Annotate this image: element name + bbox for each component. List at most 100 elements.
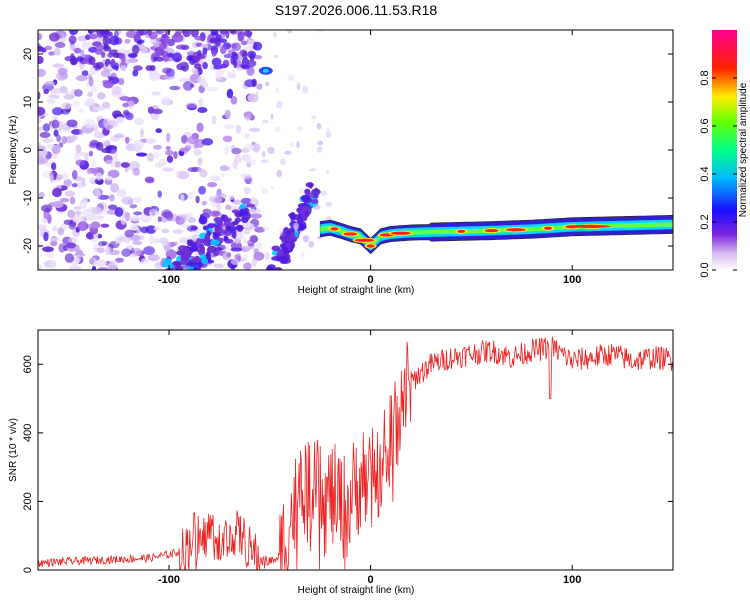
spectrogram-ytick-label: 10: [22, 96, 34, 108]
spectrogram-cell: [230, 55, 236, 65]
spectrogram-cell: [277, 248, 284, 256]
spectrogram-cell: [148, 208, 158, 216]
spectrogram-xtick-label: 100: [563, 274, 581, 286]
spectrogram-cell: [190, 30, 199, 38]
spectrogram-cell: [53, 94, 60, 100]
spectrogram-cell: [172, 52, 183, 63]
spectrogram-cell: [114, 207, 124, 217]
spectrogram-cell: [215, 193, 227, 200]
spectrogram-cell: [145, 138, 157, 144]
spectrogram-cell: [140, 226, 149, 234]
spectrogram-cell: [38, 126, 43, 132]
spectrogram-cell: [280, 257, 289, 263]
spectrogram-cell: [206, 86, 219, 92]
spectrogram-cell: [140, 258, 149, 265]
spectrogram-hotspot-long: [566, 224, 611, 228]
spectrogram-cell: [274, 126, 281, 132]
snr-xlabel: Height of straight line (km): [298, 585, 415, 596]
spectrogram-cell: [220, 173, 225, 178]
spectrogram-cell: [122, 102, 129, 108]
spectrogram-cell: [42, 137, 54, 144]
spectrogram-cell: [52, 187, 62, 198]
spectrogram-cell: [38, 149, 48, 157]
spectrogram-cell: [246, 212, 251, 220]
spectrogram-cell: [64, 253, 75, 263]
spectrogram-cell: [316, 122, 322, 130]
spectrogram-cell: [88, 76, 94, 87]
spectrogram-cell: [140, 213, 152, 223]
spectrogram-cell: [165, 212, 174, 222]
spectrogram-cell: [192, 256, 201, 264]
spectrogram-xtick-label: 0: [368, 274, 374, 286]
spectrogram-cell: [229, 30, 236, 34]
spectrogram-cell: [232, 199, 242, 205]
spectrogram-cell: [311, 199, 319, 204]
colorbar-tick-label: 0.0: [699, 262, 711, 277]
spectrogram-ytick-label: -20: [22, 238, 34, 254]
spectrogram-cell: [95, 61, 104, 69]
spectrogram-cell: [90, 84, 97, 93]
spectrogram-cell: [102, 45, 112, 52]
spectrogram-cell: [133, 65, 143, 71]
spectrogram-cell: [211, 115, 217, 125]
spectrogram-cell: [208, 246, 215, 253]
spectrogram-xlabel: Height of straight line (km): [298, 285, 415, 296]
spectrogram-cell: [40, 204, 53, 213]
spectrogram-cell: [213, 217, 222, 223]
spectrogram-cell: [129, 204, 138, 209]
spectrogram-cell: [163, 244, 170, 252]
spectrogram-cell: [76, 254, 81, 263]
spectrogram-cell: [53, 47, 61, 56]
spectrogram-cell: [231, 209, 240, 214]
spectrogram-cell: [139, 128, 144, 138]
spectrogram-cell: [316, 30, 323, 33]
spectrogram-cell: [182, 251, 192, 259]
spectrogram-hotspot-core: [544, 226, 553, 230]
spectrogram-cell: [155, 128, 163, 134]
colorbar-tick-label: 0.4: [699, 166, 711, 181]
spectrogram-cell: [196, 122, 204, 133]
spectrogram-cell: [226, 252, 232, 258]
spectrogram-cell: [276, 100, 283, 109]
spectrogram-cell: [270, 113, 274, 120]
spectrogram-cell: [48, 32, 60, 42]
spectrogram-cell: [197, 107, 208, 113]
spectrogram-cell: [226, 88, 234, 99]
spectrogram-cell: [238, 210, 249, 217]
spectrogram-cell: [42, 170, 54, 179]
spectrogram-cell: [187, 212, 193, 218]
spectrogram-cell: [43, 231, 49, 242]
spectrogram-cell: [325, 201, 333, 207]
spectrogram-cell: [88, 56, 96, 65]
spectrogram-cell: [325, 170, 330, 174]
spectrogram-cell: [308, 240, 315, 248]
spectrogram-cell: [190, 226, 198, 231]
spectrogram-cell: [133, 211, 143, 216]
spectrogram-cell: [100, 30, 105, 36]
spectrogram-cell: [267, 146, 275, 155]
spectrogram-cell: [255, 241, 263, 250]
spectrogram-cell: [165, 145, 171, 151]
spectrogram-cell: [178, 77, 191, 83]
spectrogram-cell: [146, 30, 152, 36]
spectrogram-cell: [241, 154, 252, 162]
spectrogram-cell: [163, 258, 172, 264]
spectrogram-cell: [314, 187, 319, 192]
spectrogram-cell: [64, 91, 70, 97]
spectrogram-cell: [231, 43, 238, 49]
spectrogram-cell: [276, 169, 283, 178]
spectrogram-cell: [243, 262, 252, 270]
spectrogram-cell: [288, 213, 295, 218]
spectrogram-cell: [38, 55, 44, 64]
spectrogram-cell: [133, 139, 145, 150]
spectrogram-cell: [201, 200, 208, 206]
spectrogram-cell: [220, 45, 227, 55]
spectrogram-cell: [114, 257, 124, 263]
spectrogram-cell: [67, 209, 76, 219]
spectrogram-cell: [202, 61, 208, 70]
spectrogram-cell: [300, 205, 310, 211]
colorbar-tick-label: 0.2: [699, 214, 711, 229]
spectrogram-cell: [181, 44, 190, 51]
spectrogram-cell: [88, 258, 95, 265]
spectrogram-cell: [264, 251, 270, 260]
